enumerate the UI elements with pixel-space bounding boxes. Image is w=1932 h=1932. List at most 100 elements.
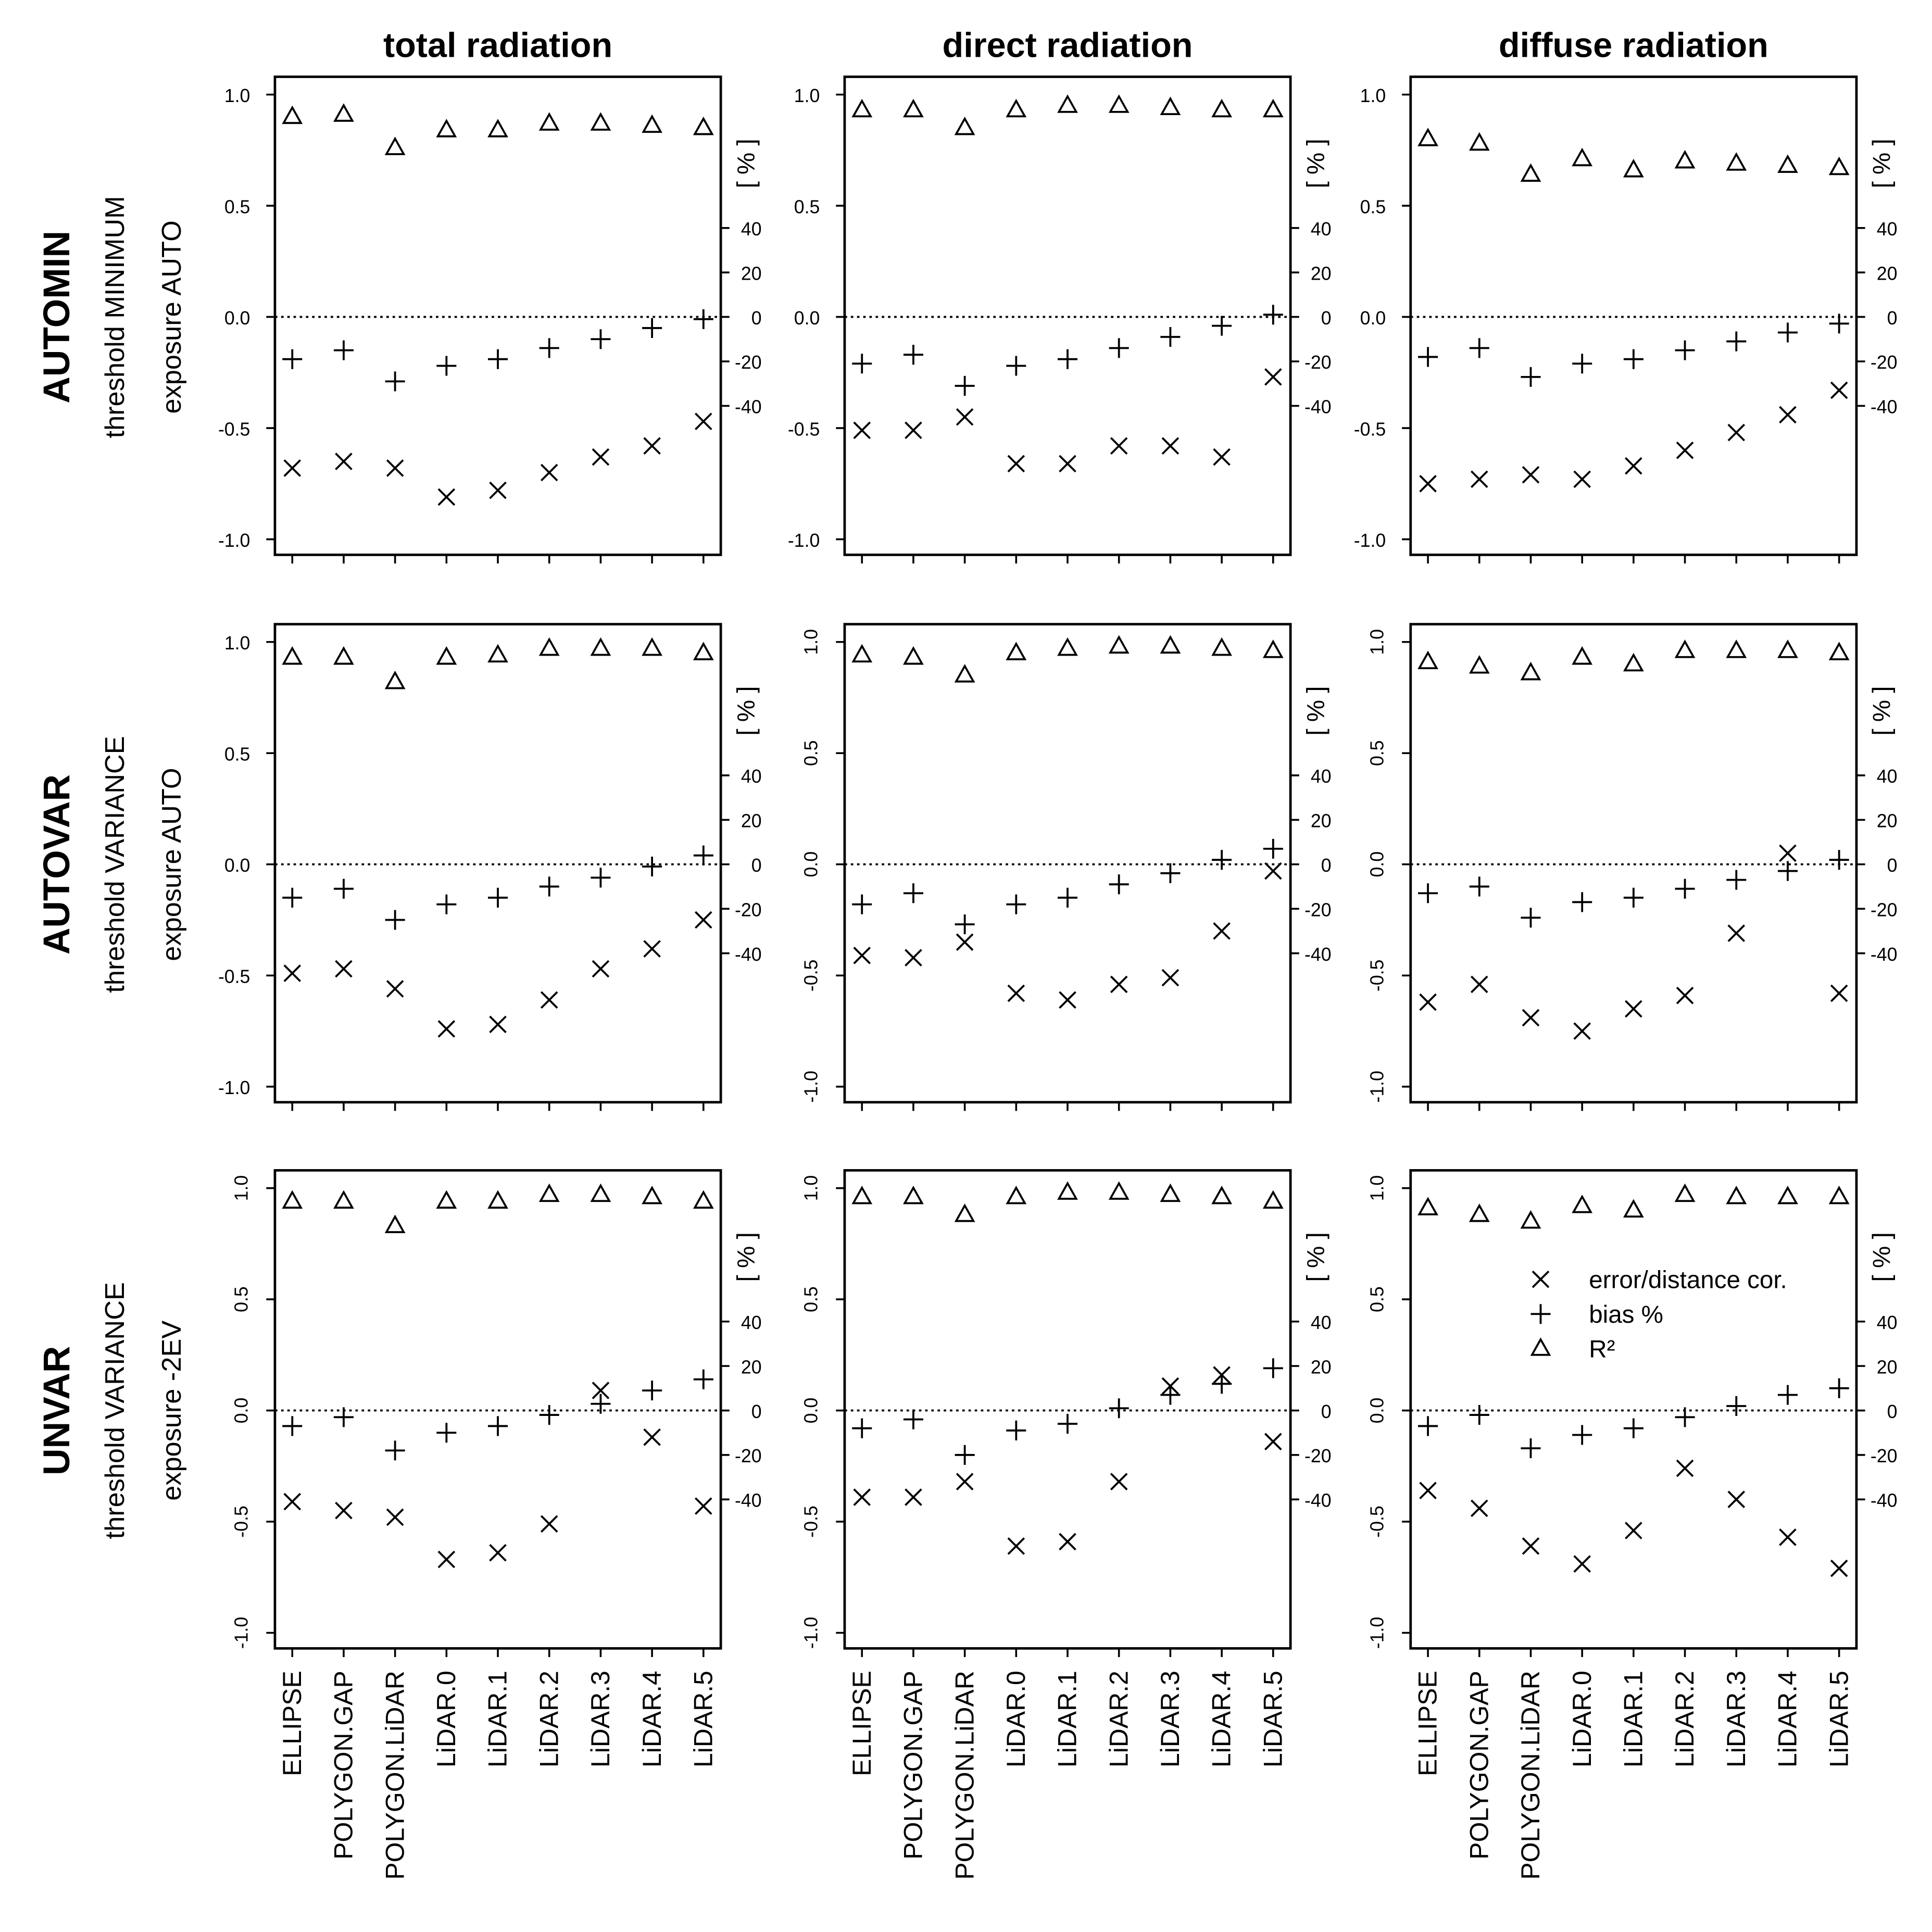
point xyxy=(1828,1185,1850,1205)
point xyxy=(283,459,302,477)
x-tick-label: POLYGON.GAP xyxy=(899,1671,928,1860)
y-tick-label: -0.5 xyxy=(801,1506,822,1537)
y2-tick-label: 0 xyxy=(1321,855,1332,876)
y-tick-label: 0.0 xyxy=(794,308,820,329)
point xyxy=(1623,1199,1644,1218)
point xyxy=(1262,98,1284,118)
point xyxy=(1469,876,1489,897)
point xyxy=(1830,984,1848,1002)
point xyxy=(1263,838,1283,859)
point xyxy=(489,1015,507,1033)
point xyxy=(436,119,457,137)
y-tick-label: -1.0 xyxy=(231,1617,252,1649)
x-tick-label: LiDAR.0 xyxy=(1567,1671,1597,1767)
x-tick-label: POLYGON.LiDAR xyxy=(1516,1671,1545,1879)
point xyxy=(1623,653,1644,672)
point xyxy=(1211,98,1232,118)
point xyxy=(1109,874,1129,895)
plot-frame xyxy=(843,1169,1292,1650)
point xyxy=(1676,986,1694,1005)
point xyxy=(1676,1459,1694,1477)
point xyxy=(1470,1499,1488,1517)
y2-tick-label: -20 xyxy=(735,899,762,920)
point xyxy=(489,1544,507,1562)
point xyxy=(590,1183,611,1202)
point xyxy=(1110,975,1128,994)
point xyxy=(853,946,871,964)
point xyxy=(488,1416,508,1436)
x-tick-label: ELLIPSE xyxy=(278,1671,307,1776)
legend-marker xyxy=(1530,1337,1551,1356)
y-tick-label: -1.0 xyxy=(218,1077,250,1098)
y2-tick-label: 20 xyxy=(741,1357,762,1377)
y2-tick-label: 0 xyxy=(1321,308,1332,329)
point xyxy=(954,116,975,135)
y-tick-label: -0.5 xyxy=(1354,419,1386,440)
x-tick-label: LiDAR.1 xyxy=(1053,1671,1082,1767)
point xyxy=(1727,924,1746,942)
point xyxy=(903,1185,924,1205)
point xyxy=(1419,1482,1437,1500)
point xyxy=(487,1190,508,1209)
point xyxy=(1108,1181,1130,1200)
row-label: AUTOVAR xyxy=(36,774,78,955)
point xyxy=(1469,338,1489,358)
point xyxy=(385,910,405,930)
y2-tick-label: 40 xyxy=(1311,766,1332,787)
point xyxy=(1213,922,1231,940)
point xyxy=(386,459,404,477)
y-tick-label: -0.5 xyxy=(801,960,822,992)
y2-tick-label: 40 xyxy=(1877,219,1898,240)
point xyxy=(1057,94,1078,113)
point xyxy=(487,119,508,137)
point xyxy=(436,894,457,914)
x-tick-label: LiDAR.5 xyxy=(1824,1671,1853,1767)
y-tick-label: -0.5 xyxy=(788,419,820,440)
point xyxy=(1262,639,1284,658)
point xyxy=(282,1416,303,1436)
point xyxy=(851,98,873,118)
plot-frame xyxy=(273,76,722,556)
y-tick-label: 1.0 xyxy=(1366,1175,1387,1201)
point xyxy=(1470,470,1488,488)
point xyxy=(1674,639,1696,658)
point xyxy=(695,412,712,431)
plot-frame xyxy=(1409,623,1858,1103)
point xyxy=(1572,892,1592,912)
point xyxy=(1522,1537,1540,1555)
row-label: AUTOMIN xyxy=(36,231,78,404)
point xyxy=(1623,1418,1644,1438)
point xyxy=(1160,635,1181,654)
y2-axis-label: [ % ] xyxy=(1868,139,1896,188)
point xyxy=(333,1407,354,1427)
y2-tick-label: -20 xyxy=(1304,1446,1332,1466)
y2-tick-label: 0 xyxy=(1321,1401,1332,1422)
point xyxy=(642,856,662,877)
point xyxy=(1263,1358,1283,1378)
column-title: total radiation xyxy=(383,26,612,65)
point xyxy=(851,644,873,663)
point xyxy=(955,914,975,935)
point xyxy=(1110,437,1128,455)
x-tick-label: LiDAR.3 xyxy=(1156,1671,1185,1767)
point xyxy=(1007,455,1025,473)
y2-axis-label: [ % ] xyxy=(732,1232,760,1282)
x-tick-label: POLYGON.LiDAR xyxy=(380,1671,409,1879)
y2-tick-label: -40 xyxy=(1304,944,1332,965)
point xyxy=(1470,975,1488,994)
point xyxy=(1623,159,1644,178)
x-tick-label: ELLIPSE xyxy=(847,1671,876,1776)
y2-tick-label: 20 xyxy=(1877,811,1898,832)
x-tick-label: LiDAR.3 xyxy=(1722,1671,1751,1767)
y-tick-label: 0.0 xyxy=(1366,851,1387,877)
point xyxy=(1057,1181,1078,1200)
point xyxy=(1726,331,1747,352)
point xyxy=(437,1550,456,1569)
point xyxy=(1521,367,1541,387)
point xyxy=(386,1508,404,1526)
point xyxy=(695,1497,712,1515)
point xyxy=(333,646,354,665)
y2-tick-label: -20 xyxy=(735,1446,762,1466)
point xyxy=(1161,437,1180,455)
point xyxy=(1006,1185,1027,1205)
